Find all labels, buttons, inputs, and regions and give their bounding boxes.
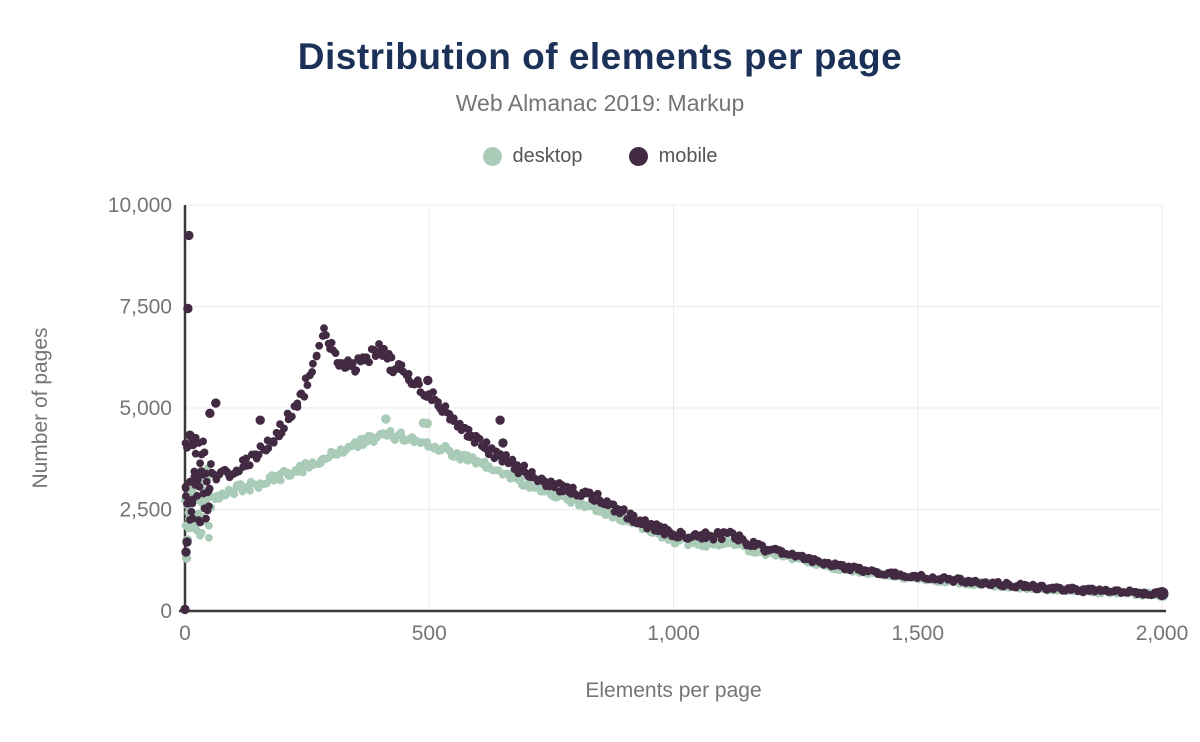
x-tick-label: 2,000: [1136, 622, 1189, 645]
gridlines: [185, 204, 1163, 611]
outlier-point: [495, 415, 505, 425]
mobile-series-swatch-icon: [628, 146, 648, 166]
tick-labels: 0 2,500 5,000 7,500 10,000 0 500 1,000 1,500 2,00…: [108, 194, 1189, 645]
outlier-point: [182, 537, 192, 547]
x-tick-label: 500: [412, 622, 447, 645]
outlier-point: [183, 303, 193, 314]
outlier-point: [180, 604, 190, 615]
y-tick-label: 0: [160, 600, 172, 623]
x-tick-label: 0: [179, 622, 191, 645]
legend-item-desktop[interactable]: desktop: [482, 144, 583, 168]
outlier-point: [498, 438, 508, 448]
outlier-point: [188, 439, 198, 450]
y-tick-label: 2,500: [119, 499, 172, 522]
legend-label-mobile: mobile: [658, 144, 718, 167]
y-tick-label: 10,000: [108, 194, 172, 217]
outlier-point: [184, 523, 194, 533]
x-tick-label: 1,000: [647, 622, 700, 645]
outlier-point: [184, 230, 194, 241]
legend-label-desktop: desktop: [512, 144, 583, 167]
mobile-points: [180, 230, 1169, 615]
desktop-points: [181, 414, 1169, 602]
outlier-point: [255, 415, 265, 425]
legend: desktop mobile: [0, 143, 1200, 169]
y-axis-title: Number of pages: [29, 327, 52, 488]
outlier-point: [185, 430, 195, 440]
y-tick-label: 7,500: [119, 296, 172, 319]
chart-subtitle: Web Almanac 2019: Markup: [455, 90, 745, 116]
outlier-point: [205, 408, 215, 418]
legend-item-mobile[interactable]: mobile: [628, 144, 718, 168]
outlier-point: [211, 398, 221, 408]
outlier-point: [381, 414, 391, 424]
chart-title: Distribution of elements per page: [297, 36, 903, 77]
outlier-point: [181, 547, 191, 557]
desktop-series-swatch-icon: [482, 146, 502, 166]
x-tick-label: 1,500: [891, 622, 944, 645]
outlier-point: [423, 375, 433, 386]
outlier-point: [422, 418, 432, 429]
y-tick-label: 5,000: [119, 397, 172, 420]
x-axis-title: Elements per page: [585, 679, 761, 702]
